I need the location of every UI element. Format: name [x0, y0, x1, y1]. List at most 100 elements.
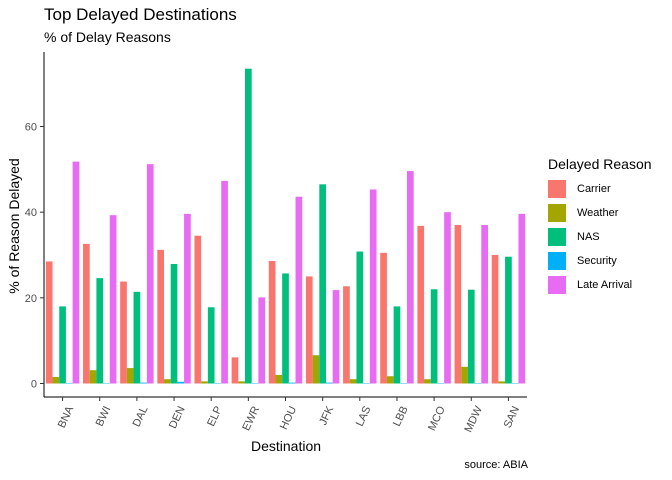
y-tick-label-0: 0 [31, 379, 37, 391]
bar-ewr-late-arrival [258, 297, 266, 384]
legend-item-late-arrival: Late Arrival [548, 273, 668, 297]
bar-elp-nas [207, 307, 215, 384]
bar-bwi-nas [96, 278, 104, 384]
chart-caption: source: ABIA [464, 459, 528, 471]
bar-bna-weather [52, 377, 60, 384]
bar-hou-security [288, 382, 296, 384]
bar-den-nas [170, 264, 178, 384]
legend-item-carrier: Carrier [548, 177, 668, 201]
bar-den-weather [164, 379, 171, 384]
y-tick-label-20: 20 [25, 293, 37, 305]
legend-swatch [548, 180, 566, 198]
bar-lbb-weather [386, 376, 394, 384]
x-tick-label-hou: HOU [278, 404, 299, 431]
bar-mco-weather [424, 379, 431, 384]
bar-las-late-arrival [369, 189, 377, 384]
bar-bna-nas [59, 306, 66, 384]
bar-hou-carrier [268, 261, 276, 384]
bar-ewr-weather [238, 381, 245, 384]
x-tick-label-den: DEN [167, 404, 188, 430]
y-axis-title-text: % of Reason Delayed [6, 158, 22, 294]
bar-ewr-carrier [231, 357, 239, 384]
legend-swatch [548, 204, 566, 222]
bar-bna-carrier [45, 261, 53, 384]
bar-mdw-carrier [454, 225, 462, 384]
bar-den-carrier [157, 249, 165, 384]
bar-mdw-nas [467, 289, 475, 384]
x-tick-label-lbb: LBB [391, 404, 411, 428]
bar-jfk-nas [319, 184, 326, 384]
bar-jfk-weather [312, 355, 320, 384]
bar-dal-weather [126, 368, 134, 384]
bar-san-carrier [491, 255, 499, 384]
x-axis: BNA BWI DAL DEN ELP EWR HOU JFK LAS LBB MCO MDW SAN [44, 396, 527, 435]
bar-dal-nas [133, 291, 141, 384]
legend-swatch [548, 228, 566, 246]
chart-subtitle: % of Delay Reasons [44, 29, 171, 45]
legend-title: Delayed Reason [548, 156, 652, 172]
x-tick-label-ewr: EWR [240, 404, 262, 432]
y-tick-label-40: 40 [25, 207, 37, 219]
bar-las-carrier [343, 286, 350, 384]
x-tick-label-dal: DAL [131, 404, 151, 428]
x-tick-label-elp: ELP [205, 404, 225, 428]
x-axis-title: Destination [250, 438, 322, 454]
legend-swatch [548, 252, 566, 270]
bar-elp-late-arrival [221, 180, 228, 384]
bar-jfk-security [326, 382, 333, 384]
legend-swatch [548, 276, 566, 294]
bar-den-security [177, 381, 185, 384]
legend-label: Carrier [577, 183, 611, 195]
chart-title: Top Delayed Destinations [44, 5, 237, 24]
bar-dal-carrier [120, 281, 127, 384]
bar-mco-late-arrival [444, 212, 451, 384]
legend: Delayed Reason Carrier Weather NAS Security… [548, 156, 668, 297]
legend-item-security: Security [548, 249, 668, 273]
legend-label: Security [577, 255, 617, 267]
bar-bwi-weather [89, 370, 97, 384]
x-tick-label-las: LAS [354, 404, 374, 428]
bar-hou-weather [275, 374, 283, 384]
bar-san-late-arrival [518, 213, 526, 384]
bar-mdw-weather [461, 366, 468, 384]
x-tick-label-bwi: BWI [94, 404, 114, 428]
bar-bwi-late-arrival [109, 215, 117, 384]
bar-las-nas [356, 251, 364, 384]
x-tick-label-bna: BNA [56, 404, 77, 430]
bar-mco-carrier [417, 225, 425, 384]
x-tick-label-mco: MCO [426, 404, 448, 433]
bars-group [45, 68, 526, 384]
y-axis: 0 20 40 60 [25, 52, 45, 397]
legend-item-weather: Weather [548, 201, 668, 225]
bar-jfk-carrier [305, 276, 313, 384]
y-tick-label-60: 60 [25, 122, 37, 134]
bar-mco-nas [430, 289, 438, 384]
bar-bna-late-arrival [72, 161, 80, 384]
bar-dal-security [140, 382, 147, 384]
bar-lbb-carrier [380, 252, 387, 384]
bar-san-weather [498, 381, 506, 384]
bar-dal-late-arrival [146, 164, 154, 384]
legend-label: Weather [577, 207, 619, 219]
bar-den-late-arrival [184, 213, 191, 384]
legend-item-nas: NAS [548, 225, 668, 249]
bar-las-weather [349, 379, 357, 384]
legend-label: NAS [577, 231, 600, 243]
bar-elp-weather [201, 381, 208, 384]
x-tick-label-mdw: MDW [462, 404, 485, 435]
bar-hou-late-arrival [295, 196, 303, 384]
bar-bwi-carrier [83, 243, 90, 384]
legend-items: Carrier Weather NAS Security Late Arrival [548, 177, 668, 297]
bar-elp-carrier [194, 235, 202, 384]
bar-san-nas [505, 256, 512, 384]
x-tick-label-jfk: JFK [317, 404, 336, 427]
bar-ewr-nas [245, 68, 252, 384]
legend-label: Late Arrival [577, 279, 633, 291]
bar-lbb-late-arrival [406, 171, 414, 384]
bar-jfk-late-arrival [332, 290, 340, 384]
bar-mdw-late-arrival [481, 225, 488, 384]
bar-lbb-nas [393, 306, 401, 384]
x-tick-label-san: SAN [502, 404, 522, 430]
bar-hou-nas [282, 273, 289, 384]
